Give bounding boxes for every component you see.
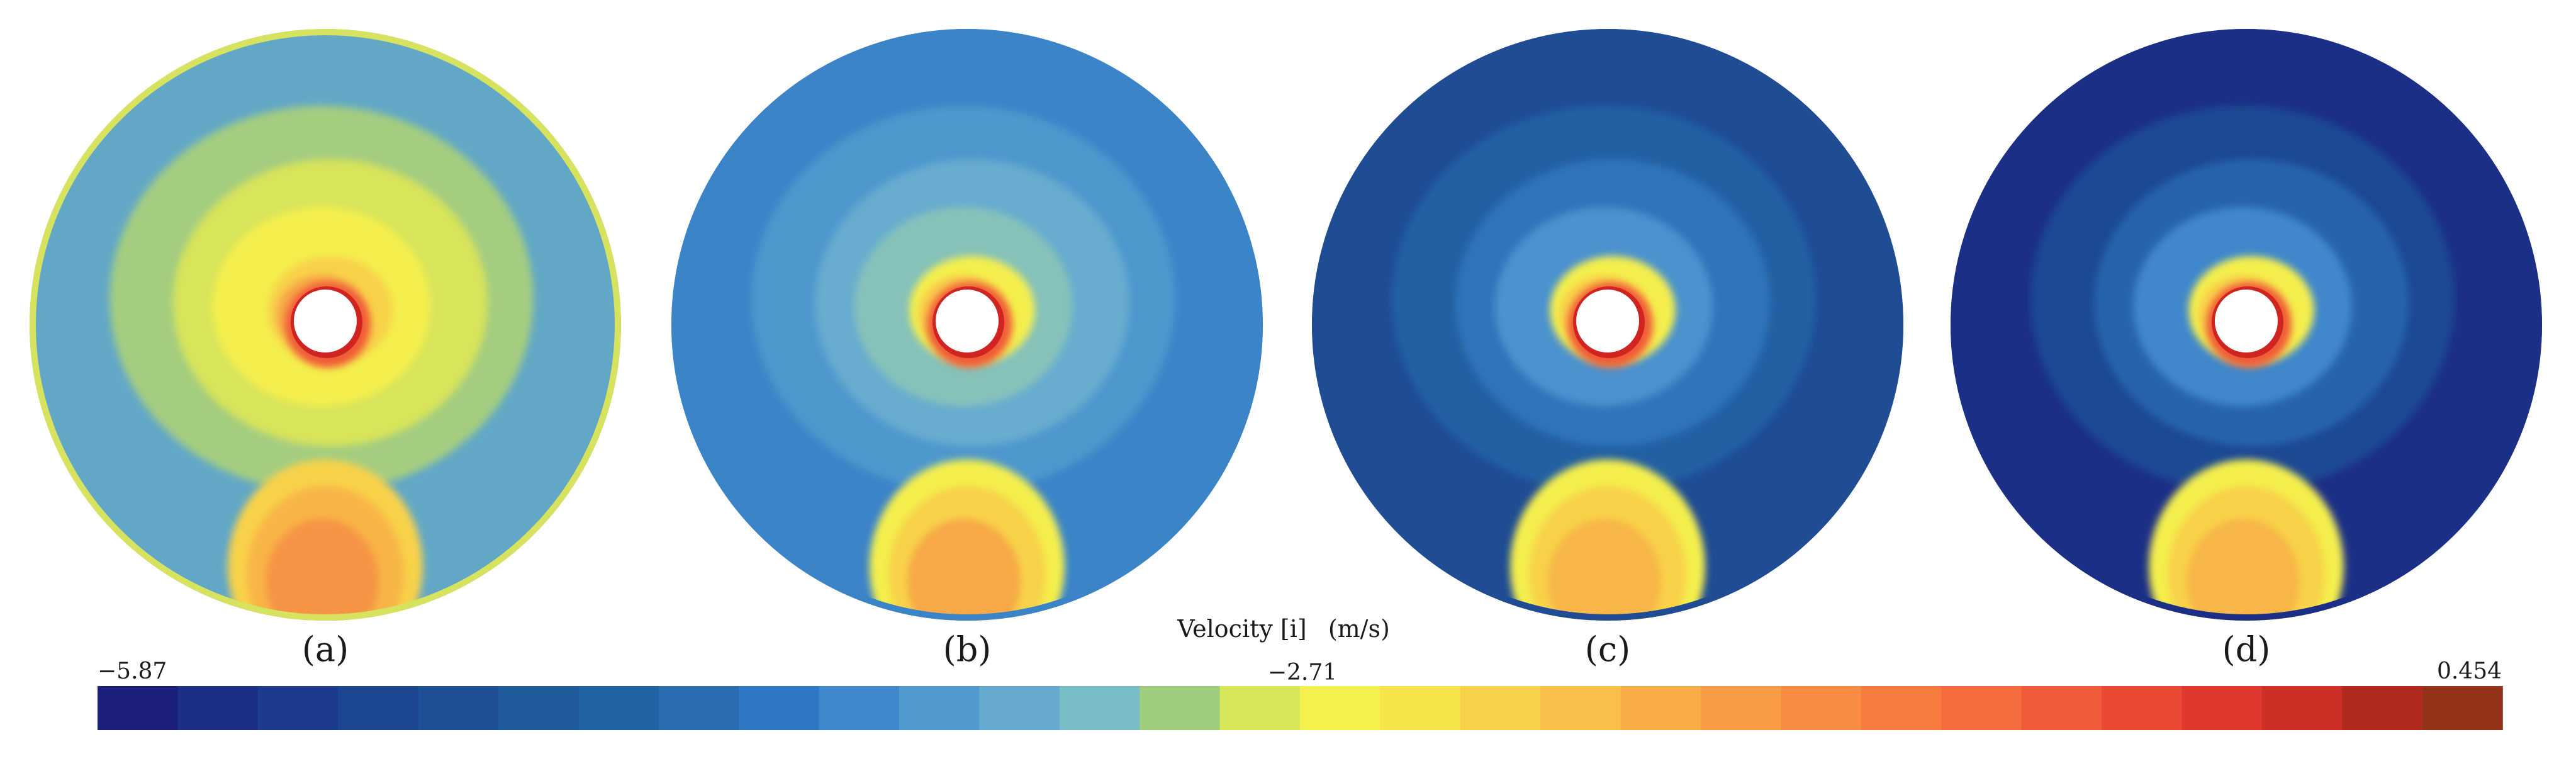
center-hole xyxy=(1576,290,1639,352)
colorbar-swatch-14 xyxy=(1140,686,1221,730)
panel-rim xyxy=(1951,29,2542,621)
colorbar-min-label: −5.87 xyxy=(98,658,167,684)
panel-b: (b) xyxy=(671,29,1263,669)
colorbar-swatch-19 xyxy=(1540,686,1621,730)
colorbar-swatch-5 xyxy=(418,686,499,730)
colorbar-swatch-11 xyxy=(899,686,980,730)
colorbar-swatch-3 xyxy=(257,686,339,730)
panel-rim xyxy=(671,29,1263,621)
jet-band-3 xyxy=(2187,519,2300,621)
colorbar-swatch-30 xyxy=(2422,686,2503,730)
jet-band-3 xyxy=(907,519,1021,621)
jet-band-3 xyxy=(266,519,379,621)
jet-band-3 xyxy=(1548,519,1661,621)
colorbar-swatch-10 xyxy=(819,686,900,730)
colorbar-swatch-21 xyxy=(1701,686,1782,730)
colorbar-mid-label: −2.71 xyxy=(1268,660,1337,685)
colorbar-swatch-15 xyxy=(1219,686,1301,730)
colorbar-swatch-8 xyxy=(658,686,739,730)
colorbar-swatch-25 xyxy=(2021,686,2102,730)
colorbar-swatch-1 xyxy=(98,686,179,730)
panel-label: (d) xyxy=(2222,629,2271,669)
colorbar-swatch-2 xyxy=(177,686,259,730)
colorbar-swatch-20 xyxy=(1620,686,1701,730)
colorbar-max-label: 0.454 xyxy=(2437,658,2502,684)
panel-label: (a) xyxy=(302,629,349,669)
colorbar-swatch-17 xyxy=(1380,686,1461,730)
colorbar-swatch-16 xyxy=(1300,686,1381,730)
panel-c: (c) xyxy=(1312,29,1903,669)
panel-rim xyxy=(1312,29,1903,621)
colorbar-swatch-18 xyxy=(1460,686,1541,730)
colorbar-swatch-13 xyxy=(1059,686,1140,730)
colorbar xyxy=(98,686,2503,730)
colorbar-swatch-29 xyxy=(2342,686,2423,730)
panel-label: (c) xyxy=(1585,629,1630,669)
colorbar-quantity: Velocity [i] xyxy=(1177,615,1307,643)
colorbar-swatch-7 xyxy=(578,686,659,730)
colorbar-swatch-6 xyxy=(498,686,580,730)
colorbar-swatch-27 xyxy=(2181,686,2263,730)
colorbar-swatch-12 xyxy=(979,686,1060,730)
colorbar-swatch-9 xyxy=(739,686,820,730)
colorbar-unit: (m/s) xyxy=(1328,615,1390,643)
panel-d: (d) xyxy=(1951,29,2542,669)
colorbar-swatch-28 xyxy=(2261,686,2343,730)
center-hole xyxy=(936,290,999,352)
colorbar-title: Velocity [i] (m/s) xyxy=(1177,615,1390,643)
colorbar-swatch-26 xyxy=(2102,686,2183,730)
panel-a: (a) xyxy=(30,29,621,669)
colorbar-swatch-23 xyxy=(1861,686,1942,730)
colorbar-swatch-4 xyxy=(338,686,419,730)
panel-rim xyxy=(30,29,621,621)
center-hole xyxy=(2215,290,2278,352)
contour-panels: (a) (b) (c) (d) xyxy=(30,29,2542,669)
center-hole xyxy=(294,290,357,352)
colorbar-swatch-24 xyxy=(1941,686,2022,730)
colorbar-swatch-22 xyxy=(1781,686,1862,730)
panel-label: (b) xyxy=(943,629,992,669)
